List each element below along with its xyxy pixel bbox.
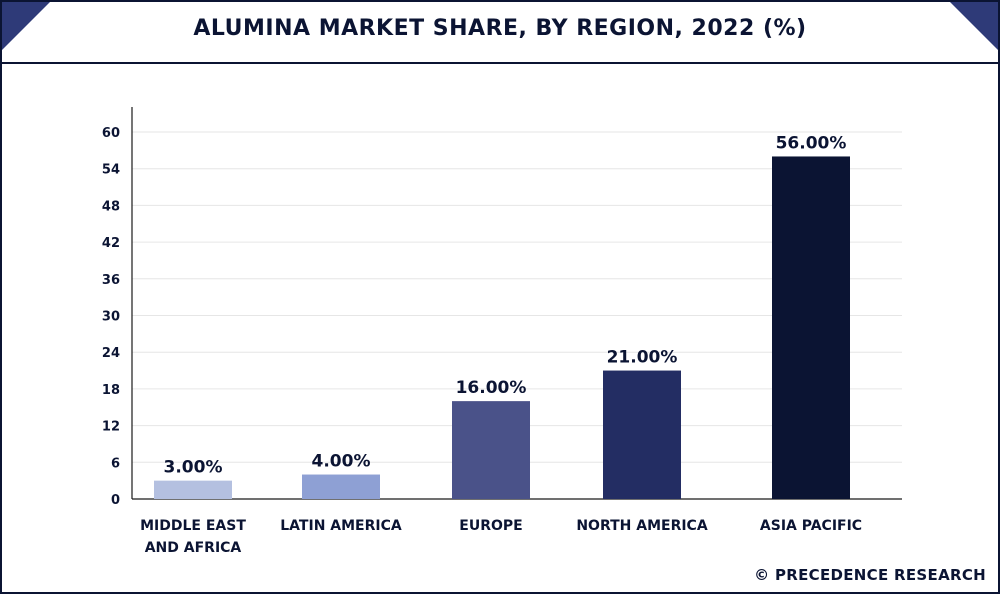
bar	[452, 401, 530, 499]
x-category-label: MIDDLE EAST	[140, 518, 246, 534]
bar	[603, 370, 681, 499]
y-tick-label: 0	[111, 493, 120, 508]
x-category-label: LATIN AMERICA	[280, 518, 402, 534]
y-tick-label: 48	[102, 199, 120, 214]
data-label: 3.00%	[164, 458, 223, 478]
y-tick-label: 36	[102, 273, 120, 288]
data-label: 56.00%	[776, 133, 847, 153]
bar	[772, 156, 850, 499]
y-tick-label: 54	[102, 163, 120, 178]
bar	[302, 474, 380, 499]
x-category-label: ASIA PACIFIC	[760, 518, 862, 534]
y-tick-label: 18	[102, 383, 120, 398]
data-label: 21.00%	[607, 348, 678, 368]
data-label: 4.00%	[312, 452, 371, 472]
chart-title: ALUMINA MARKET SHARE, BY REGION, 2022 (%…	[193, 16, 807, 41]
y-tick-label: 6	[111, 456, 120, 471]
x-category-label: AND AFRICA	[145, 540, 242, 556]
header-divider	[2, 62, 998, 64]
x-category-label: NORTH AMERICA	[576, 518, 708, 534]
y-tick-label: 42	[102, 236, 120, 251]
corner-decoration-right	[950, 2, 998, 50]
y-tick-label: 24	[102, 346, 120, 361]
title-banner: ALUMINA MARKET SHARE, BY REGION, 2022 (%…	[2, 2, 998, 62]
x-category-label: EUROPE	[459, 518, 522, 534]
source-watermark: © PRECEDENCE RESEARCH	[754, 566, 986, 584]
y-tick-label: 60	[102, 126, 120, 141]
corner-decoration-left	[2, 2, 50, 50]
y-tick-label: 30	[102, 310, 120, 325]
bar	[154, 480, 232, 499]
data-label: 16.00%	[456, 378, 527, 398]
y-tick-label: 12	[102, 420, 120, 435]
